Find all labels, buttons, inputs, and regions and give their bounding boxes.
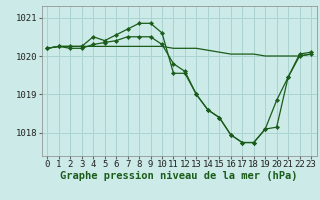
X-axis label: Graphe pression niveau de la mer (hPa): Graphe pression niveau de la mer (hPa) [60,171,298,181]
